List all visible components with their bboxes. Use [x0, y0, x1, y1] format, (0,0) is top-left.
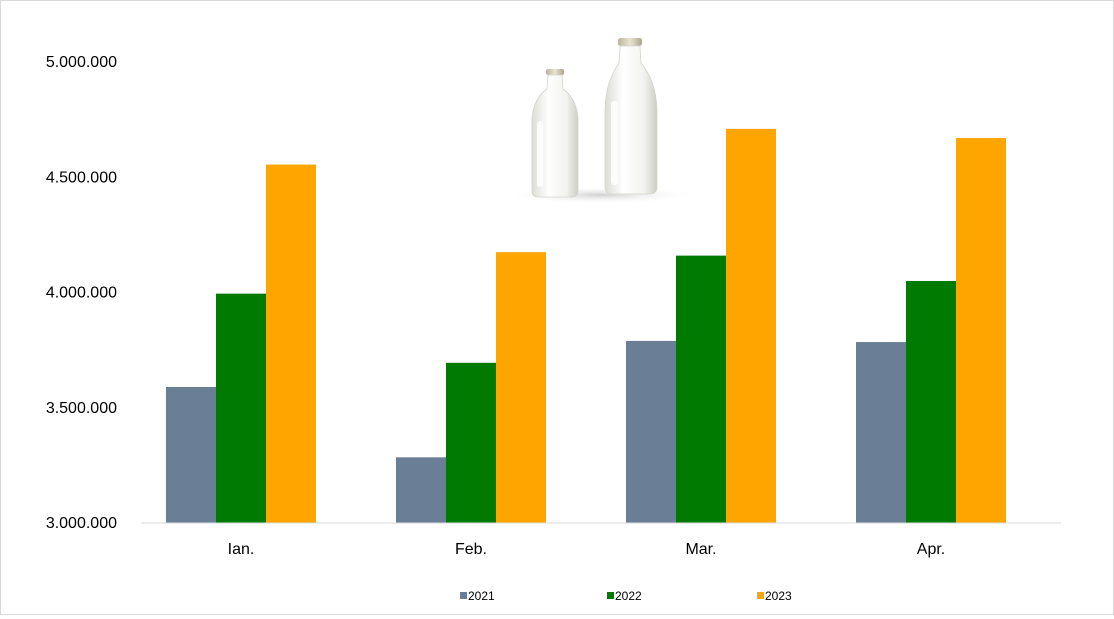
y-tick-label: 4.000.000 — [46, 285, 117, 302]
bar-2023-ian — [266, 164, 316, 523]
legend-swatch-2022 — [607, 592, 614, 599]
y-tick-label: 5.000.000 — [46, 54, 117, 71]
bar-2021-apr — [856, 342, 906, 523]
bar-2023-apr — [956, 138, 1006, 523]
legend: 2021 2022 2023 — [460, 589, 792, 603]
legend-label: 2022 — [615, 589, 642, 603]
bars — [166, 128, 1006, 523]
legend-label: 2023 — [765, 589, 792, 603]
x-tick-label: Apr. — [917, 541, 945, 558]
x-tick-label: Ian. — [228, 541, 255, 558]
bar-2022-mar — [676, 255, 726, 523]
bar-2021-mar — [626, 340, 676, 523]
legend-label: 2021 — [468, 589, 495, 603]
small-bottle — [531, 69, 579, 198]
x-axis: Ian. Feb. Mar. Apr. — [228, 541, 946, 558]
large-bottle — [604, 38, 658, 195]
bar-2021-feb — [396, 457, 446, 523]
y-tick-label: 3.000.000 — [46, 515, 117, 532]
bar-2023-mar — [726, 128, 776, 523]
x-tick-label: Feb. — [455, 541, 487, 558]
bar-2021-ian — [166, 387, 216, 523]
bar-2022-ian — [216, 293, 266, 523]
legend-swatch-2023 — [757, 592, 764, 599]
bar-2022-apr — [906, 280, 956, 523]
y-tick-label: 3.500.000 — [46, 400, 117, 417]
x-tick-label: Mar. — [685, 541, 716, 558]
milk-bottles-image — [506, 38, 696, 204]
bar-2023-feb — [496, 252, 546, 523]
legend-swatch-2021 — [460, 592, 467, 599]
bar-2022-feb — [446, 362, 496, 523]
y-axis: 3.000.000 3.500.000 4.000.000 4.500.000 5.00… — [46, 54, 117, 532]
y-tick-label: 4.500.000 — [46, 169, 117, 186]
